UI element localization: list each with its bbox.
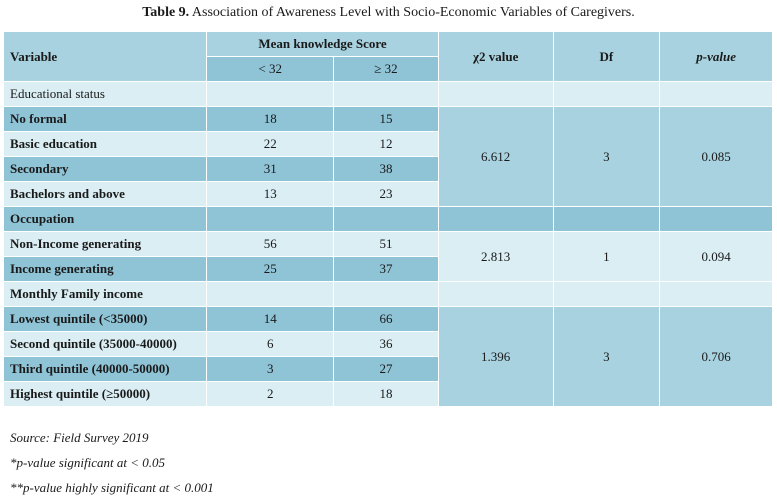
cell-chi2: 2.813: [437, 231, 554, 282]
group-title: Monthly Family income: [2, 281, 208, 307]
row-label: Income generating: [2, 256, 208, 282]
header-ge32: ≥ 32: [333, 56, 439, 82]
cell-lt32: 22: [206, 131, 335, 157]
cell-pvalue: 0.085: [659, 106, 773, 207]
cell-lt32: 2: [206, 381, 335, 407]
header-df: Df: [552, 31, 661, 82]
cell-ge32: 23: [333, 181, 439, 207]
source-note: Source: Field Survey 2019: [10, 430, 149, 445]
row-label: Bachelors and above: [2, 181, 208, 207]
group-title: Occupation: [2, 206, 208, 232]
row-label: Second quintile (35000-40000): [2, 331, 208, 357]
header-variable: Variable: [2, 31, 208, 82]
cell-df: 1: [552, 231, 661, 282]
table-number: Table 9.: [142, 5, 190, 20]
cell-pvalue: 0.094: [659, 231, 773, 282]
row-label: No formal: [2, 106, 208, 132]
table-row: Second quintile (35000-40000) 6 36: [2, 331, 773, 357]
cell-lt32: 13: [206, 181, 335, 207]
cell-lt32: 6: [206, 331, 335, 357]
group-title-row: Educational status: [2, 81, 773, 107]
header-mean-score: Mean knowledge Score: [206, 31, 439, 57]
row-label: Highest quintile (≥50000): [2, 381, 208, 407]
significance-note: *p-value significant at < 0.05: [10, 455, 166, 470]
cell-ge32: 66: [333, 306, 439, 332]
table-row: Basic education 22 12: [2, 131, 773, 157]
association-table: Variable Mean knowledge Score χ2 value D…: [2, 31, 773, 407]
cell-chi2: 6.612: [437, 106, 554, 207]
group-title-row: Occupation: [2, 206, 773, 232]
table-row: Bachelors and above 13 23: [2, 181, 773, 207]
table-row: Non-Income generating 56 51 2.813 1 0.09…: [2, 231, 773, 282]
cell-lt32: 3: [206, 356, 335, 382]
cell-chi2: 1.396: [437, 306, 554, 407]
cell-lt32: 14: [206, 306, 335, 332]
cell-ge32: 51: [333, 231, 439, 257]
table-row: Income generating 25 37: [2, 256, 773, 282]
cell-lt32: 18: [206, 106, 335, 132]
cell-ge32: 27: [333, 356, 439, 382]
table-row: No formal 18 15 6.612 3 0.085: [2, 106, 773, 207]
table-row: Highest quintile (≥50000) 2 18: [2, 381, 773, 407]
cell-pvalue: 0.706: [659, 306, 773, 407]
cell-ge32: 36: [333, 331, 439, 357]
header-chi2: χ2 value: [437, 31, 554, 82]
group-title-row: Monthly Family income: [2, 281, 773, 307]
cell-ge32: 37: [333, 256, 439, 282]
cell-lt32: 25: [206, 256, 335, 282]
cell-df: 3: [552, 106, 661, 207]
header-lt32: < 32: [206, 56, 335, 82]
row-label: Basic education: [2, 131, 208, 157]
row-label: Lowest quintile (<35000): [2, 306, 208, 332]
table-row: Secondary 31 38: [2, 156, 773, 182]
table-row: Lowest quintile (<35000) 14 66 1.396 3 0…: [2, 306, 773, 407]
table-notes: Source: Field Survey 2019 *p-value signi…: [10, 425, 214, 500]
row-label: Non-Income generating: [2, 231, 208, 257]
cell-lt32: 56: [206, 231, 335, 257]
cell-ge32: 15: [333, 106, 439, 132]
cell-ge32: 12: [333, 131, 439, 157]
table-caption: Table 9. Association of Awareness Level …: [0, 5, 777, 21]
cell-df: 3: [552, 306, 661, 407]
cell-lt32: 31: [206, 156, 335, 182]
table-row: Third quintile (40000-50000) 3 27: [2, 356, 773, 382]
group-title: Educational status: [2, 81, 208, 107]
high-significance-note: **p-value highly significant at < 0.001: [10, 480, 214, 495]
row-label: Secondary: [2, 156, 208, 182]
row-label: Third quintile (40000-50000): [2, 356, 208, 382]
header-pvalue: p-value: [659, 31, 773, 82]
table-title: Association of Awareness Level with Soci…: [189, 5, 635, 20]
cell-ge32: 18: [333, 381, 439, 407]
cell-ge32: 38: [333, 156, 439, 182]
